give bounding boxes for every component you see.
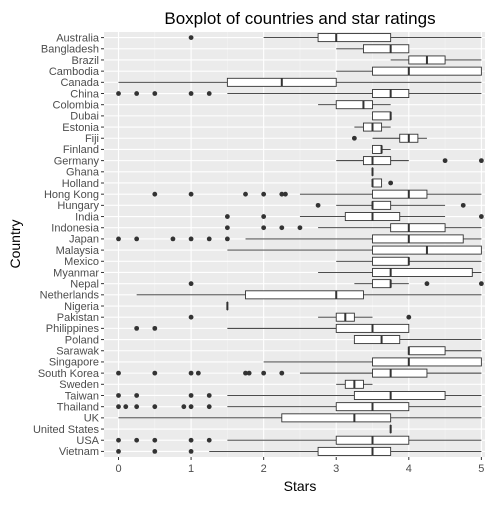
outlier-point xyxy=(316,203,321,208)
outlier-point xyxy=(243,192,248,197)
outlier-point xyxy=(171,237,176,242)
outlier-point xyxy=(283,192,288,197)
chart-title: Boxplot of countries and star ratings xyxy=(164,9,435,28)
outlier-point xyxy=(116,393,121,398)
outlier-point xyxy=(116,438,121,443)
outlier-point xyxy=(207,438,212,443)
box-iqr xyxy=(391,224,445,232)
x-tick-label: 0 xyxy=(115,463,121,475)
box-iqr xyxy=(336,101,372,109)
box-iqr xyxy=(373,179,382,187)
outlier-point xyxy=(116,371,121,376)
x-tick-label: 1 xyxy=(188,463,194,475)
outlier-point xyxy=(225,214,230,219)
outlier-point xyxy=(152,449,157,454)
box-iqr xyxy=(373,268,473,276)
outlier-point xyxy=(261,192,266,197)
x-tick-label: 3 xyxy=(333,463,339,475)
box-iqr xyxy=(373,235,464,243)
box-iqr xyxy=(282,414,391,422)
outlier-point xyxy=(189,371,194,376)
outlier-point xyxy=(152,438,157,443)
outlier-point xyxy=(189,449,194,454)
outlier-point xyxy=(261,214,266,219)
outlier-point xyxy=(189,91,194,96)
x-axis-title: Stars xyxy=(284,478,317,494)
box-iqr xyxy=(373,257,409,265)
x-tick-label: 4 xyxy=(406,463,412,475)
outlier-point xyxy=(352,136,357,141)
outlier-point xyxy=(261,371,266,376)
outlier-point xyxy=(189,35,194,40)
box-iqr xyxy=(373,358,482,366)
box-iqr xyxy=(373,67,482,75)
outlier-point xyxy=(189,393,194,398)
y-tick-label: Vietnam xyxy=(59,446,99,458)
outlier-point xyxy=(279,371,284,376)
outlier-point xyxy=(207,237,212,242)
outlier-point xyxy=(298,225,303,230)
outlier-point xyxy=(225,225,230,230)
outlier-point xyxy=(134,326,139,331)
outlier-point xyxy=(134,393,139,398)
x-tick-label: 5 xyxy=(478,463,484,475)
outlier-point xyxy=(461,203,466,208)
outlier-point xyxy=(134,404,139,409)
outlier-point xyxy=(123,404,128,409)
outlier-point xyxy=(116,237,121,242)
outlier-point xyxy=(116,404,121,409)
box-iqr xyxy=(373,190,427,198)
outlier-point xyxy=(279,225,284,230)
outlier-point xyxy=(247,371,252,376)
outlier-point xyxy=(189,404,194,409)
outlier-point xyxy=(189,192,194,197)
box-iqr xyxy=(363,45,408,53)
box-iqr xyxy=(246,291,364,299)
outlier-point xyxy=(189,315,194,320)
outlier-point xyxy=(134,438,139,443)
outlier-point xyxy=(134,237,139,242)
outlier-point xyxy=(207,91,212,96)
outlier-point xyxy=(225,237,230,242)
box-iqr xyxy=(318,447,391,455)
outlier-point xyxy=(479,281,484,286)
box-iqr xyxy=(373,145,382,153)
outlier-point xyxy=(388,181,393,186)
outlier-point xyxy=(152,371,157,376)
box-dubai xyxy=(373,112,391,120)
box-iqr xyxy=(409,347,445,355)
y-axis-title: Country xyxy=(7,219,23,268)
box-iqr xyxy=(373,201,391,209)
box-iqr xyxy=(318,34,391,42)
outlier-point xyxy=(116,449,121,454)
outlier-point xyxy=(425,281,430,286)
outlier-point xyxy=(189,281,194,286)
x-tick-label: 2 xyxy=(261,463,267,475)
outlier-point xyxy=(152,91,157,96)
outlier-point xyxy=(196,371,201,376)
outlier-point xyxy=(152,326,157,331)
box-iqr xyxy=(373,280,391,288)
outlier-point xyxy=(152,192,157,197)
outlier-point xyxy=(261,225,266,230)
box-iqr xyxy=(363,157,390,165)
box-iqr xyxy=(373,112,391,120)
outlier-point xyxy=(134,91,139,96)
outlier-point xyxy=(479,214,484,219)
outlier-point xyxy=(181,404,186,409)
outlier-point xyxy=(479,158,484,163)
outlier-point xyxy=(189,237,194,242)
outlier-point xyxy=(116,91,121,96)
outlier-point xyxy=(406,315,411,320)
box-iqr xyxy=(373,369,427,377)
outlier-point xyxy=(443,158,448,163)
box-iqr xyxy=(354,336,399,344)
outlier-point xyxy=(189,438,194,443)
outlier-point xyxy=(207,393,212,398)
box-iqr xyxy=(354,391,445,399)
outlier-point xyxy=(207,404,212,409)
outlier-point xyxy=(152,404,157,409)
